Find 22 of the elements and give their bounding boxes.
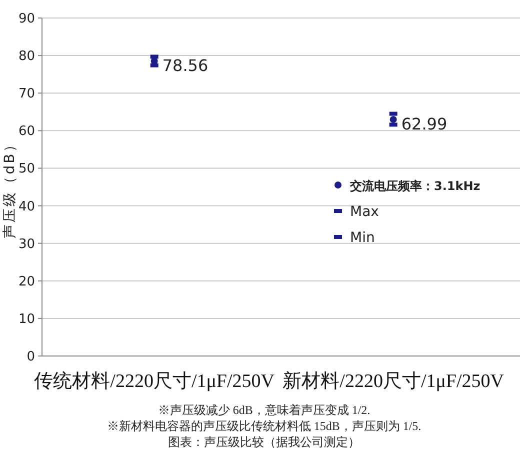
y-tick-label: 70 [18,86,35,102]
data-label: 62.99 [401,114,448,134]
y-tick-label: 0 [26,350,35,364]
y-tick-label: 40 [18,199,35,214]
y-tick-label: 90 [18,12,35,26]
text: ※新材料电容器的声压级比传统材料低 15dB，声压则为 1/5. [106,419,422,433]
y-tick-label: 50 [18,162,35,177]
y-tick-label: 80 [18,49,35,64]
x-tick-label: 传统材料/2220尺寸/1μF/250V [34,371,275,392]
legend-label: 交流电压频率：3.1kHz [349,179,480,193]
data-label: 78.56 [162,56,208,75]
point [390,116,397,123]
text: ※声压级减少 6dB，意味着声压变成 1/2. [158,403,370,417]
x-tick-label: 新材料/2220尺寸/1μF/250V [282,370,504,392]
y-axis-title: 声压级（dB） [2,136,18,238]
text: 图表：声压级比较（据我公司测定） [168,435,360,449]
y-tick-label: 20 [18,274,35,290]
y-tick-label: 30 [18,236,35,252]
legend-label: Max [350,204,379,220]
y-tick-label: 10 [18,312,35,327]
legend-label: Min [350,230,375,246]
y-tick-label: 60 [18,124,35,140]
